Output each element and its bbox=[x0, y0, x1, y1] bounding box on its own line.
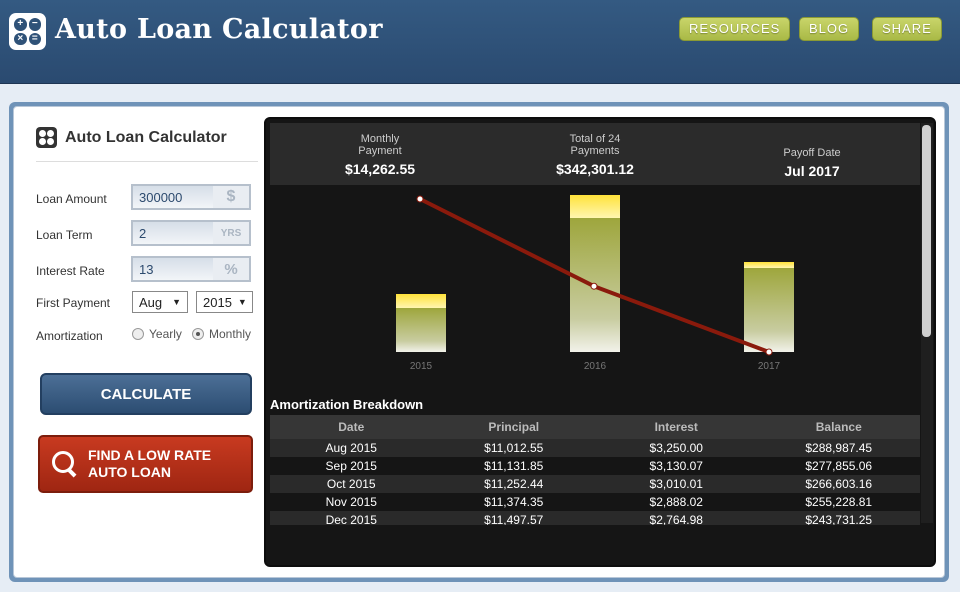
balance-point bbox=[590, 282, 598, 290]
interest-rate-label: Interest Rate bbox=[36, 264, 105, 278]
first-payment-label: First Payment bbox=[36, 296, 111, 310]
percent-unit: % bbox=[213, 258, 249, 280]
monthly-payment-stat: Monthly Payment $14,262.55 bbox=[344, 133, 416, 177]
table-cell: $11,131.85 bbox=[484, 459, 544, 473]
nav-share-button[interactable]: SHARE bbox=[872, 17, 942, 41]
table-row: Nov 2015 $11,374.35 $2,888.02 $255,228.81 bbox=[270, 493, 920, 511]
main-frame: Auto Loan Calculator Loan Amount 300000 … bbox=[9, 102, 949, 582]
divider bbox=[36, 161, 258, 162]
interest-rate-field[interactable]: 13 % bbox=[131, 256, 251, 282]
scrollbar-thumb[interactable] bbox=[922, 125, 931, 337]
nav-blog-button[interactable]: BLOG bbox=[799, 17, 860, 41]
table-cell: $11,252.44 bbox=[484, 477, 544, 491]
x-tick-label: 2017 bbox=[758, 361, 781, 372]
calculator-title: Auto Loan Calculator bbox=[65, 128, 227, 146]
calculator-icon bbox=[36, 127, 57, 148]
top-header: + − × = Auto Loan Calculator RESOURCES B… bbox=[0, 0, 960, 84]
table-cell: $3,250.00 bbox=[649, 441, 703, 455]
balance-point bbox=[765, 348, 773, 356]
payment-summary: Monthly Payment $14,262.55 Total of 24 P… bbox=[270, 123, 920, 185]
table-header: Date Principal Interest Balance bbox=[270, 415, 920, 439]
amortization-table: Date Principal Interest Balance Aug 2015… bbox=[270, 415, 920, 525]
calculate-button[interactable]: CALCULATE bbox=[40, 373, 252, 415]
table-cell: $243,731.25 bbox=[805, 513, 873, 525]
x-tick-label: 2015 bbox=[410, 361, 433, 372]
bar-interest-2016 bbox=[570, 195, 620, 218]
table-cell: Aug 2015 bbox=[325, 441, 377, 455]
search-icon bbox=[52, 451, 78, 477]
column-principal: Principal bbox=[488, 420, 540, 434]
table-cell: $277,855.06 bbox=[805, 459, 873, 473]
bar-principal-2015 bbox=[396, 308, 446, 352]
table-cell: $3,130.07 bbox=[649, 459, 703, 473]
table-body: Aug 2015 $11,012.55 $3,250.00 $288,987.45 Se… bbox=[270, 439, 920, 525]
interest-rate-value[interactable]: 13 bbox=[139, 261, 154, 277]
nav-resources-button[interactable]: RESOURCES bbox=[679, 17, 791, 41]
table-cell: Nov 2015 bbox=[325, 495, 377, 509]
first-payment-month-select[interactable]: Aug ▼ bbox=[132, 291, 188, 313]
balance-point bbox=[416, 195, 424, 203]
chevron-down-icon: ▼ bbox=[172, 297, 181, 307]
calculator-sidebar: Auto Loan Calculator Loan Amount 300000 … bbox=[22, 115, 260, 571]
table-cell: $266,603.16 bbox=[805, 477, 873, 491]
x-tick-label: 2016 bbox=[584, 361, 607, 372]
table-cell: $11,497.57 bbox=[484, 513, 544, 525]
loan-amount-field[interactable]: 300000 $ bbox=[131, 184, 251, 210]
bar-principal-2017 bbox=[744, 268, 794, 352]
find-low-rate-button[interactable]: FIND A LOW RATE AUTO LOAN bbox=[38, 435, 253, 493]
table-cell: Oct 2015 bbox=[326, 477, 376, 491]
payment-chart: 2015 2016 2017 bbox=[396, 195, 794, 372]
loan-amount-value[interactable]: 300000 bbox=[139, 189, 183, 205]
years-unit: YRS bbox=[213, 222, 249, 244]
amortization-title: Amortization Breakdown bbox=[270, 397, 424, 412]
table-cell: $11,012.55 bbox=[484, 441, 544, 455]
table-cell: $2,888.02 bbox=[649, 495, 703, 509]
table-row: Sep 2015 $11,131.85 $3,130.07 $277,855.06 bbox=[270, 457, 920, 475]
table-row: Aug 2015 $11,012.55 $3,250.00 $288,987.45 bbox=[270, 439, 920, 457]
first-payment-year-select[interactable]: 2015 ▼ bbox=[196, 291, 253, 313]
table-cell: $11,374.35 bbox=[484, 495, 544, 509]
table-cell: Dec 2015 bbox=[325, 513, 377, 525]
bar-interest-2017 bbox=[744, 262, 794, 268]
results-panel: Monthly Payment $14,262.55 Total of 24 P… bbox=[264, 117, 936, 567]
total-payments-stat: Total of 24 Payments $342,301.12 bbox=[556, 133, 634, 177]
column-date: Date bbox=[338, 420, 365, 434]
calculator-header: Auto Loan Calculator bbox=[36, 127, 227, 148]
calculator-panel: Auto Loan Calculator Loan Amount 300000 … bbox=[13, 106, 945, 578]
amortization-label: Amortization bbox=[36, 329, 103, 343]
column-balance: Balance bbox=[815, 420, 862, 434]
amortization-monthly-radio[interactable]: Monthly bbox=[192, 327, 251, 341]
table-row: Dec 2015 $11,497.57 $2,764.98 $243,731.25 bbox=[270, 511, 920, 525]
loan-term-field[interactable]: 2 YRS bbox=[131, 220, 251, 246]
table-row: Oct 2015 $11,252.44 $3,010.01 $266,603.16 bbox=[270, 475, 920, 493]
column-interest: Interest bbox=[654, 420, 698, 434]
table-cell: $255,228.81 bbox=[805, 495, 873, 509]
table-cell: $288,987.45 bbox=[805, 441, 873, 455]
app-title: Auto Loan Calculator bbox=[55, 14, 383, 45]
loan-term-value[interactable]: 2 bbox=[139, 225, 147, 241]
table-cell: $3,010.01 bbox=[649, 477, 703, 491]
loan-amount-label: Loan Amount bbox=[36, 192, 107, 206]
chevron-down-icon: ▼ bbox=[237, 297, 247, 307]
dollar-unit: $ bbox=[213, 186, 249, 208]
payoff-date-stat: Payoff Date Jul 2017 bbox=[783, 147, 841, 179]
table-cell: $2,764.98 bbox=[649, 513, 703, 525]
amortization-yearly-radio[interactable]: Yearly bbox=[132, 327, 182, 341]
bar-interest-2015 bbox=[396, 294, 446, 308]
calculator-logo-icon: + − × = bbox=[9, 13, 46, 50]
loan-term-label: Loan Term bbox=[36, 228, 93, 242]
table-cell: Sep 2015 bbox=[325, 459, 377, 473]
